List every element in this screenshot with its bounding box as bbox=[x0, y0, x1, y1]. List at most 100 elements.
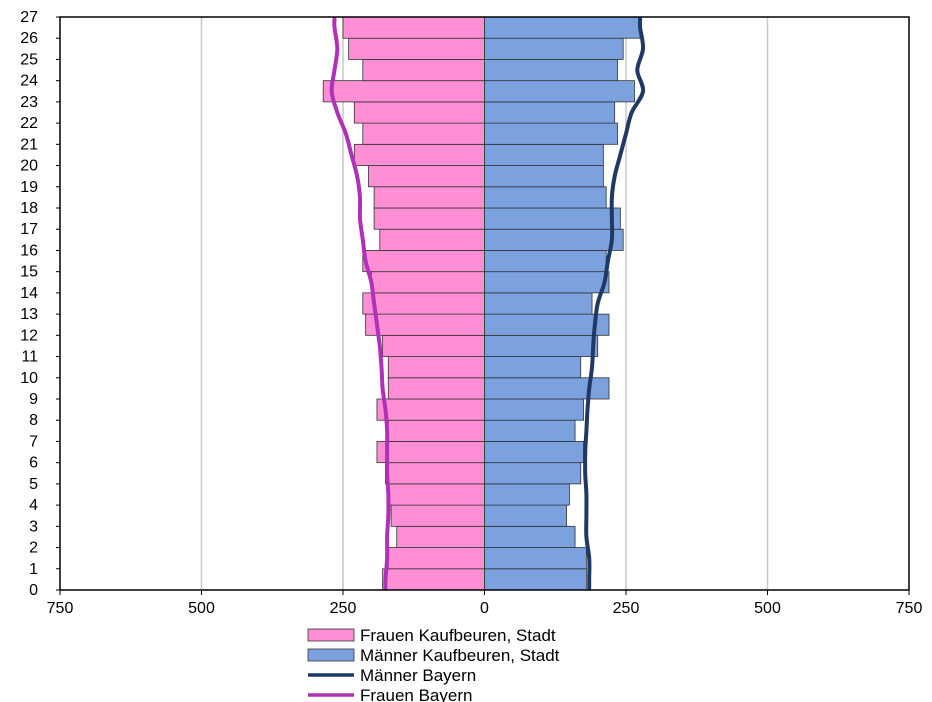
y-tick-label: 19 bbox=[20, 179, 38, 196]
bar-frauen-age-23 bbox=[322, 80, 485, 103]
bar-frauen-age-8 bbox=[376, 398, 485, 421]
legend-label: Frauen Bayern bbox=[360, 686, 472, 702]
bar-frauen-age-14 bbox=[370, 271, 485, 294]
x-tick-label: 500 bbox=[754, 600, 781, 617]
bar-frauen-age-4 bbox=[387, 483, 485, 506]
bar-maenner-age-1 bbox=[484, 547, 587, 570]
bar-maenner-age-17 bbox=[484, 207, 621, 230]
bar-frauen-age-24 bbox=[362, 59, 485, 82]
y-tick-label: 14 bbox=[20, 285, 38, 302]
bar-maenner-age-4 bbox=[484, 483, 570, 506]
y-tick-label: 11 bbox=[21, 349, 38, 366]
y-tick-label: 6 bbox=[29, 455, 38, 472]
y-tick-label: 27 bbox=[20, 9, 38, 26]
bar-maenner-age-16 bbox=[484, 228, 624, 251]
bar-frauen-age-13 bbox=[362, 292, 485, 315]
legend-swatch bbox=[307, 648, 355, 662]
y-tick-label: 1 bbox=[29, 561, 38, 578]
series-lines bbox=[329, 17, 646, 590]
bar-maenner-age-21 bbox=[484, 122, 618, 145]
y-tick-label: 22 bbox=[20, 115, 38, 132]
y-tick-label: 10 bbox=[20, 370, 38, 387]
bar-frauen-age-19 bbox=[368, 165, 485, 188]
bar-frauen-age-21 bbox=[362, 122, 485, 145]
y-tick-label: 7 bbox=[29, 433, 38, 450]
bar-frauen-age-1 bbox=[387, 547, 485, 570]
legend-item: Männer Bayern bbox=[308, 666, 476, 685]
y-tick-label: 18 bbox=[20, 200, 38, 217]
y-tick-label: 5 bbox=[29, 476, 38, 493]
bar-frauen-age-3 bbox=[390, 504, 485, 527]
bar-frauen-age-15 bbox=[362, 250, 485, 273]
bar-maenner-age-8 bbox=[484, 398, 584, 421]
bar-frauen-age-11 bbox=[382, 334, 485, 357]
legend-swatch bbox=[307, 628, 355, 642]
bar-frauen-age-0 bbox=[382, 568, 485, 591]
line-frauen-bayern bbox=[329, 17, 391, 590]
legend-item: Frauen Bayern bbox=[308, 686, 472, 702]
y-axis: 0123456789101112131415161718192021222324… bbox=[20, 9, 60, 599]
y-tick-label: 23 bbox=[20, 94, 38, 111]
bar-frauen-age-5 bbox=[385, 462, 485, 485]
line-maenner-bayern bbox=[583, 17, 646, 590]
x-tick-label: 500 bbox=[188, 600, 215, 617]
bar-maenner-age-22 bbox=[484, 101, 616, 124]
bar-maenner-age-11 bbox=[484, 334, 599, 357]
y-tick-label: 13 bbox=[20, 306, 38, 323]
bar-maenner-age-15 bbox=[484, 250, 607, 273]
bar-frauen-age-17 bbox=[373, 207, 485, 230]
bar-maenner-age-3 bbox=[484, 504, 567, 527]
bar-maenner-age-14 bbox=[484, 271, 610, 294]
bar-frauen-age-26 bbox=[342, 16, 485, 39]
bar-frauen-age-2 bbox=[396, 525, 485, 548]
bar-maenner-age-23 bbox=[484, 80, 635, 103]
y-tick-label: 16 bbox=[20, 242, 38, 259]
bar-frauen-age-22 bbox=[353, 101, 485, 124]
bar-maenner-age-6 bbox=[484, 441, 584, 464]
bar-frauen-age-7 bbox=[387, 419, 485, 442]
y-tick-label: 25 bbox=[20, 51, 38, 68]
bar-maenner-age-2 bbox=[484, 525, 576, 548]
y-tick-label: 24 bbox=[20, 73, 38, 90]
bar-maenner-age-20 bbox=[484, 143, 604, 166]
bar-maenner-age-10 bbox=[484, 356, 582, 379]
x-tick-label: 750 bbox=[896, 600, 923, 617]
y-tick-label: 9 bbox=[29, 391, 38, 408]
bar-maenner-age-0 bbox=[484, 568, 587, 591]
bar-maenner-age-12 bbox=[484, 313, 610, 336]
x-tick-label: 250 bbox=[613, 600, 640, 617]
bar-maenner-age-13 bbox=[484, 292, 593, 315]
y-tick-label: 8 bbox=[29, 412, 38, 429]
legend-label: Männer Kaufbeuren, Stadt bbox=[360, 646, 560, 665]
y-tick-label: 3 bbox=[29, 518, 38, 535]
y-tick-label: 0 bbox=[29, 582, 38, 599]
y-tick-label: 17 bbox=[20, 221, 38, 238]
x-tick-label: 750 bbox=[47, 600, 74, 617]
y-tick-label: 21 bbox=[20, 136, 38, 153]
bar-frauen-age-20 bbox=[353, 143, 485, 166]
bar-frauen-age-25 bbox=[348, 37, 485, 60]
bar-frauen-age-9 bbox=[387, 377, 485, 400]
bar-maenner-age-7 bbox=[484, 419, 576, 442]
y-tick-label: 20 bbox=[20, 158, 38, 175]
bars bbox=[322, 16, 641, 591]
legend-item: Männer Kaufbeuren, Stadt bbox=[307, 646, 560, 665]
bar-maenner-age-18 bbox=[484, 186, 607, 209]
bar-frauen-age-10 bbox=[387, 356, 485, 379]
x-tick-label: 250 bbox=[330, 600, 357, 617]
bar-frauen-age-16 bbox=[379, 228, 485, 251]
bar-frauen-age-6 bbox=[376, 441, 485, 464]
legend-label: Frauen Kaufbeuren, Stadt bbox=[360, 626, 556, 645]
y-tick-label: 4 bbox=[29, 497, 38, 514]
legend-label: Männer Bayern bbox=[360, 666, 476, 685]
y-tick-label: 26 bbox=[20, 30, 38, 47]
y-tick-label: 12 bbox=[20, 327, 38, 344]
bar-maenner-age-25 bbox=[484, 37, 624, 60]
y-tick-label: 15 bbox=[20, 264, 38, 281]
bar-maenner-age-19 bbox=[484, 165, 604, 188]
y-tick-label: 2 bbox=[29, 540, 38, 557]
bar-frauen-age-18 bbox=[373, 186, 485, 209]
x-axis: 750 500 250 0 250 500 750 bbox=[47, 590, 923, 617]
